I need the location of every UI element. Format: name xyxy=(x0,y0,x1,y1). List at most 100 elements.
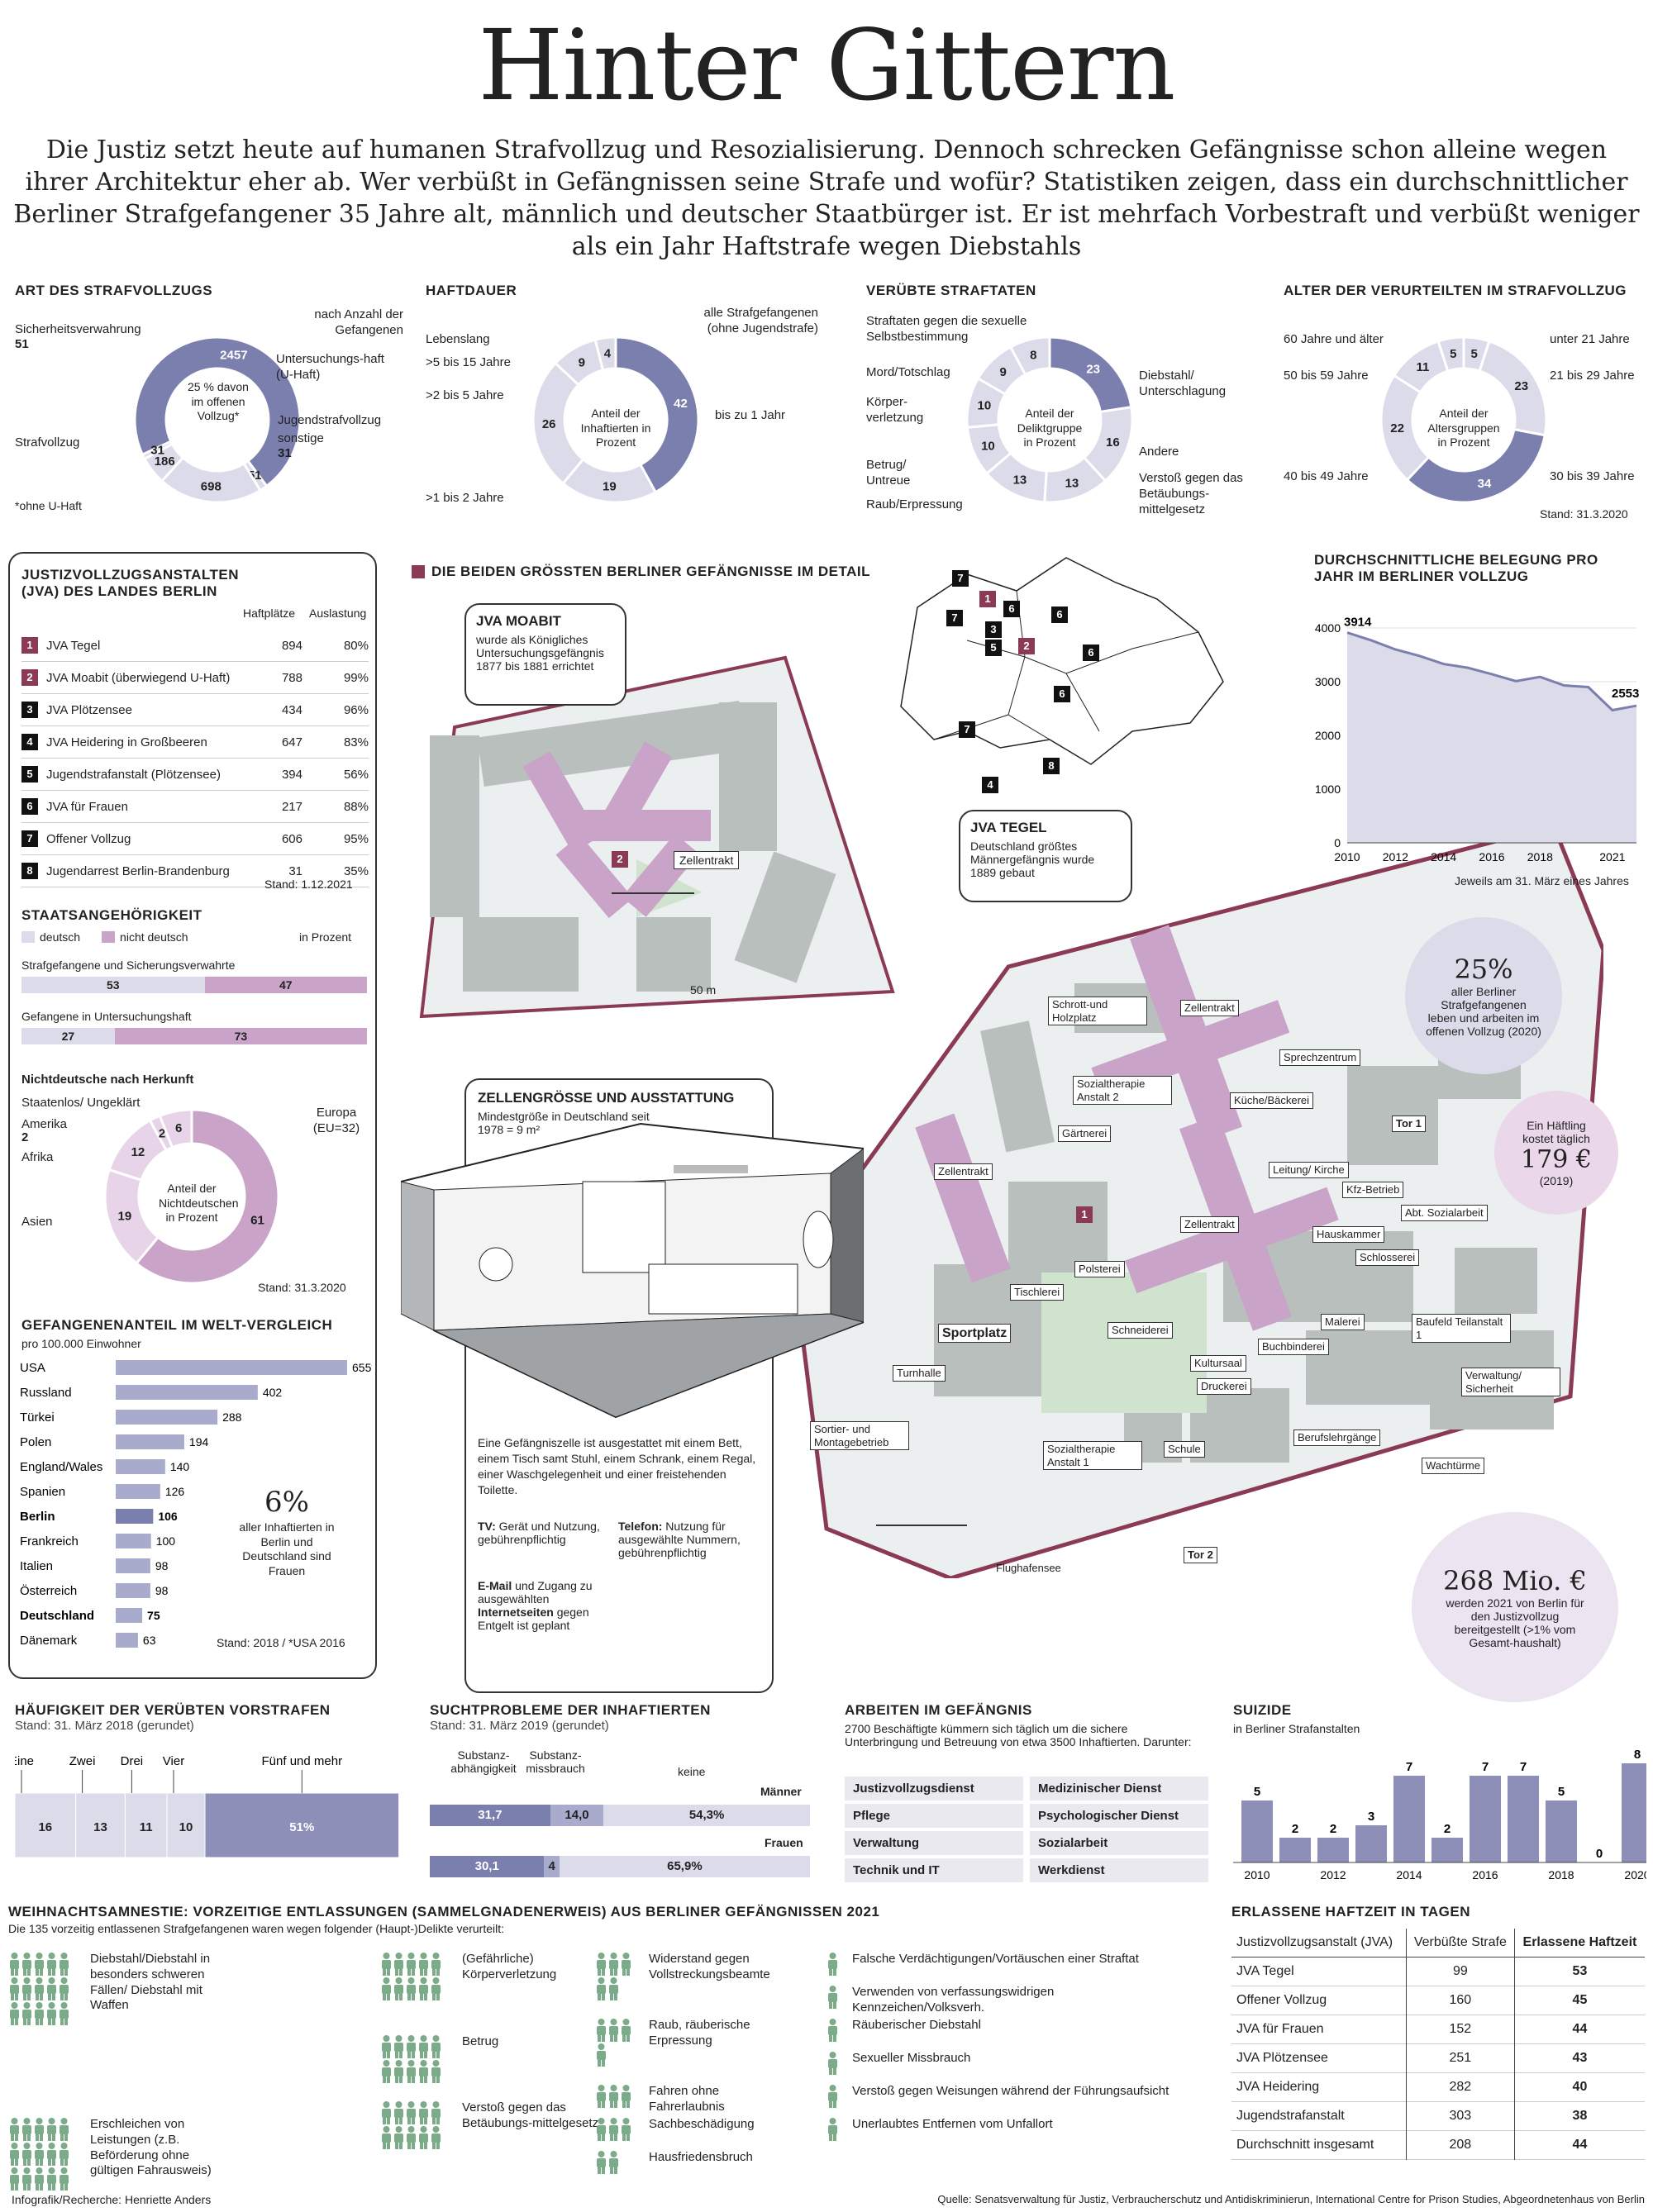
map-marker-6b: 6 xyxy=(1051,607,1068,623)
taten-value: 13 xyxy=(1013,473,1027,488)
sucht-h1: Substanz-abhängigkeit xyxy=(450,1748,517,1775)
stat-25-text: aller Berliner Strafgefangenen leben und… xyxy=(1426,985,1541,1038)
staat-bar2-b: 73 xyxy=(114,1028,367,1044)
map-marker-3: 3 xyxy=(985,621,1002,638)
zelle-tel-text: Nutzung für ausgewählte Nummern, gebühre… xyxy=(618,1520,741,1559)
person-icon xyxy=(10,2002,19,2025)
alter-panel: Alter der Verurteilten im Strafvollzug 5… xyxy=(1284,283,1643,530)
amnestie-label: Betrug xyxy=(462,2034,499,2048)
amnestie-pictogram: Diebstahl/Diebstahl in besonders schwere… xyxy=(8,1952,1231,2191)
amnestie-group: Räuberischer Diebstahl xyxy=(826,2018,1183,2043)
welt-bar xyxy=(116,1583,150,1598)
vorstrafen-category: Fünf und mehr xyxy=(262,1754,343,1768)
taten-value: 8 xyxy=(1030,348,1036,362)
staat-bar2: 27 73 xyxy=(21,1028,367,1044)
welt-stand: Stand: 2018 / *USA 2016 xyxy=(217,1636,345,1649)
belegung-chart: 0 1000 2000 3000 4000 2010 2012 2014 2016 2018 202… xyxy=(1315,616,1640,863)
welt-value: 98 xyxy=(155,1559,169,1572)
welt-bar xyxy=(116,1558,150,1573)
zelle-text: Eine Gefängniszelle ist ausgestattet mit… xyxy=(478,1436,756,1496)
haft-panel: Haftdauer 42 19 26 9 4 alle Strafgefangenen … xyxy=(426,283,822,522)
sucht-m-c: 54,3% xyxy=(603,1805,810,1826)
tegel-label: Druckerei xyxy=(1197,1378,1251,1395)
person-icon xyxy=(10,2118,19,2141)
tegel-text: Deutschland größtes Männergefängnis wurd… xyxy=(970,840,1095,879)
sucht-h3: keine xyxy=(678,1765,706,1778)
suizide-bar xyxy=(1317,1838,1349,1862)
tegel-label: Abt. Sozialarbeit xyxy=(1401,1205,1488,1221)
belegung-ytick: 0 xyxy=(1334,836,1341,849)
erlassen-h2: Verbüßte Strafe xyxy=(1405,1929,1515,1958)
zelle-inet-head: Internetseiten xyxy=(478,1605,554,1619)
moabit-title: JVA Moabit xyxy=(476,613,561,629)
haft-label-4: bis zu 1 Jahr xyxy=(715,408,786,422)
tegel-box: JVA Tegel Deutschland größtes Männergefä… xyxy=(959,810,1132,902)
art-label-sonst: sonstige xyxy=(278,431,324,445)
jva-name: JVA Heidering in Großbeeren xyxy=(46,735,207,749)
suizide-sub: in Berliner Strafanstalten xyxy=(1233,1722,1360,1735)
art-center: 25 % davon im offenen Vollzug* xyxy=(188,380,249,422)
moabit-map xyxy=(419,655,895,1019)
erlassen-strafe: 99 xyxy=(1405,1957,1515,1986)
footer-source: Quelle: Senatsverwaltung für Justiz, Ver… xyxy=(937,2193,1645,2205)
map-marker-6c: 6 xyxy=(1083,645,1099,661)
suizide-value: 2 xyxy=(1292,1822,1298,1836)
tegel-label: Leitung/ Kirche xyxy=(1269,1162,1349,1178)
suizide-bar xyxy=(1546,1801,1577,1862)
erlassen-strafe: 282 xyxy=(1405,2072,1515,2102)
taten-center: Anteil der Deliktgruppe in Prozent xyxy=(1017,407,1083,449)
arbeit-item: Medizinischer Dienst xyxy=(1030,1777,1208,1801)
welt-value: 140 xyxy=(170,1460,190,1473)
herkunft-value: 12 xyxy=(131,1145,145,1159)
welt-category: USA xyxy=(20,1361,45,1375)
tegel-label: Malerei xyxy=(1321,1314,1365,1330)
welt-category: Frankreich xyxy=(20,1534,79,1548)
vorstrafen-sub: Stand: 31. März 2018 (gerundet) xyxy=(15,1719,194,1733)
welt-value: 75 xyxy=(147,1609,160,1622)
map-marker-6d: 6 xyxy=(1054,686,1070,702)
sucht-sub: Stand: 31. März 2019 (gerundet) xyxy=(430,1719,609,1733)
jva-auslastung: 96% xyxy=(343,702,369,717)
tegel-label: Turnhalle xyxy=(893,1365,946,1382)
taten-value: 13 xyxy=(1065,476,1079,490)
stat-179-year: (2019) xyxy=(1539,1173,1574,1187)
person-icon xyxy=(394,2060,403,2083)
person-icon xyxy=(407,2035,416,2058)
person-icon xyxy=(382,2035,391,2058)
zelle-tv-head: TV: xyxy=(478,1520,496,1533)
herkunft-label-4: Europa (EU=32) xyxy=(312,1106,360,1135)
jva-number: 8 xyxy=(21,863,38,879)
erlassen-row: JVA Tegel 99 53 xyxy=(1231,1957,1645,1986)
welt-bar xyxy=(116,1410,218,1425)
suizide-xtick: 2014 xyxy=(1396,1868,1422,1881)
amnestie-label: Raub, räuberische Erpressung xyxy=(649,2018,750,2048)
erlassen-haftzeit: 40 xyxy=(1513,2072,1645,2102)
jva-plaetze: 788 xyxy=(281,670,302,685)
person-icon xyxy=(622,2118,631,2141)
jva-plaetze: 647 xyxy=(281,735,302,749)
welt-category: Polen xyxy=(20,1435,51,1449)
footer-credit: Infografik/Recherche: Henriette Anders xyxy=(12,2193,212,2206)
amnestie-label: Widerstand gegen Vollstreckungsbeamte xyxy=(649,1952,770,1981)
zelle-mail-text: und Zugang zu ausgewählten xyxy=(478,1579,593,1605)
vorstrafen-chart: 16 Eine 13 Zwei 11 Drei 10 Vier 51% Fünf und mehr xyxy=(15,1754,400,1858)
jva-plaetze: 606 xyxy=(281,831,302,846)
haft-slice xyxy=(614,335,700,494)
jva-auslastung: 95% xyxy=(343,831,369,846)
erlassen-panel: Erlassene Haftzeit in Tagen Justizvollzu… xyxy=(1231,1904,1645,2160)
intro-text: Die Justiz setzt heute auf humanen Straf… xyxy=(13,136,1640,261)
suizide-value: 2 xyxy=(1444,1822,1451,1836)
erlassen-jva: JVA für Frauen xyxy=(1236,2022,1324,2036)
person-icon xyxy=(47,1977,56,2000)
stat-179-circle: Ein Häftling kostet täglich 179 € (2019) xyxy=(1494,1091,1618,1215)
jva-auslastung: 56% xyxy=(343,767,369,782)
staat-bar2-a: 27 xyxy=(21,1028,115,1044)
person-icon xyxy=(47,1953,56,1976)
tegel-label: Zellentrakt xyxy=(1180,1000,1239,1016)
herkunft-label-2: Afrika xyxy=(21,1150,54,1164)
sucht-f-a: 30,1 xyxy=(430,1856,545,1877)
herkunft-value: 19 xyxy=(118,1210,132,1224)
sucht-f-b: 4 xyxy=(544,1856,560,1877)
stat-179-top: Ein Häftling kostet täglich xyxy=(1522,1118,1590,1145)
